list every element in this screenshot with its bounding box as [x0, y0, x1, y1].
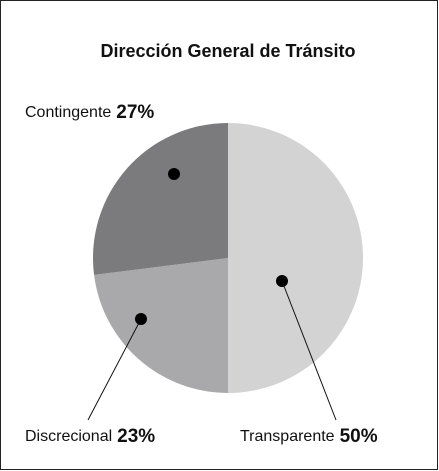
leader-dot	[276, 275, 288, 287]
leader-line	[87, 318, 142, 421]
pie-slice	[228, 123, 363, 393]
leader-dot	[168, 168, 180, 180]
pie-slice	[94, 258, 228, 394]
leader-dot	[135, 313, 147, 325]
slice-label: Contingente 27%	[25, 102, 154, 123]
category-label: Discrecional	[25, 428, 112, 445]
slice-label: Discrecional 23%	[25, 426, 155, 447]
pie-slice	[93, 123, 228, 275]
value-label: 27%	[116, 102, 154, 123]
chart-title: Dirección General de Tránsito	[100, 41, 355, 61]
value-label: 23%	[117, 426, 155, 447]
leader-line	[281, 280, 337, 421]
category-label: Transparente	[240, 428, 335, 445]
value-label: 50%	[340, 426, 378, 447]
category-label: Contingente	[25, 104, 111, 121]
slice-label: Transparente 50%	[240, 426, 378, 447]
